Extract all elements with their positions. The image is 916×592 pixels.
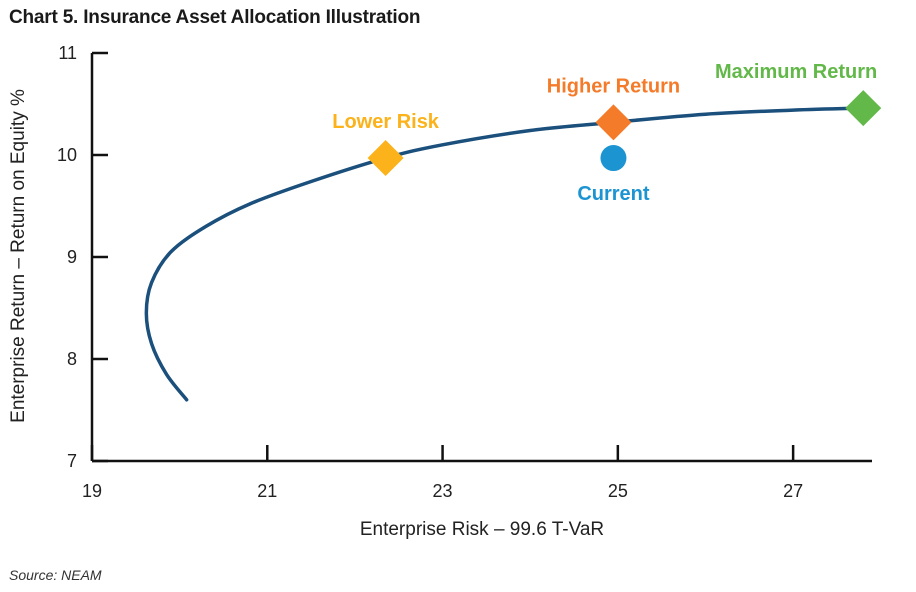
y-tick-label: 8	[67, 349, 77, 369]
x-tick-label: 23	[433, 481, 453, 501]
markers: Lower Risk Higher Return Maximum Return Cur…	[332, 61, 882, 205]
lower-risk-label: Lower Risk	[332, 111, 440, 133]
current-marker	[600, 145, 627, 172]
x-tick-label: 19	[82, 481, 102, 501]
axes: 7 8 9 10 11 19 21 23 25 27	[57, 43, 872, 501]
lower-risk-marker	[367, 140, 404, 177]
chart-title: Chart 5. Insurance Asset Allocation Illu…	[9, 7, 421, 28]
x-tick-label: 27	[783, 481, 803, 501]
frontier-line	[144, 106, 865, 402]
source-note: Source: NEAM	[9, 567, 102, 583]
y-tick-label: 11	[58, 43, 77, 63]
higher-return-marker	[595, 104, 632, 141]
x-axis-title: Enterprise Risk – 99.6 T-VaR	[360, 519, 604, 540]
x-tick-label: 21	[257, 481, 277, 501]
x-tick-label: 25	[608, 481, 628, 501]
y-axis-title: Enterprise Return – Return on Equity %	[8, 89, 29, 423]
efficient-frontier	[144, 106, 865, 402]
maximum-return-label: Maximum Return	[715, 61, 877, 83]
y-tick-label: 9	[67, 247, 77, 267]
maximum-return-marker	[845, 90, 882, 127]
y-tick-label: 7	[67, 451, 77, 471]
y-tick-label: 10	[57, 145, 77, 165]
current-label: Current	[577, 183, 650, 205]
higher-return-label: Higher Return	[547, 75, 680, 97]
